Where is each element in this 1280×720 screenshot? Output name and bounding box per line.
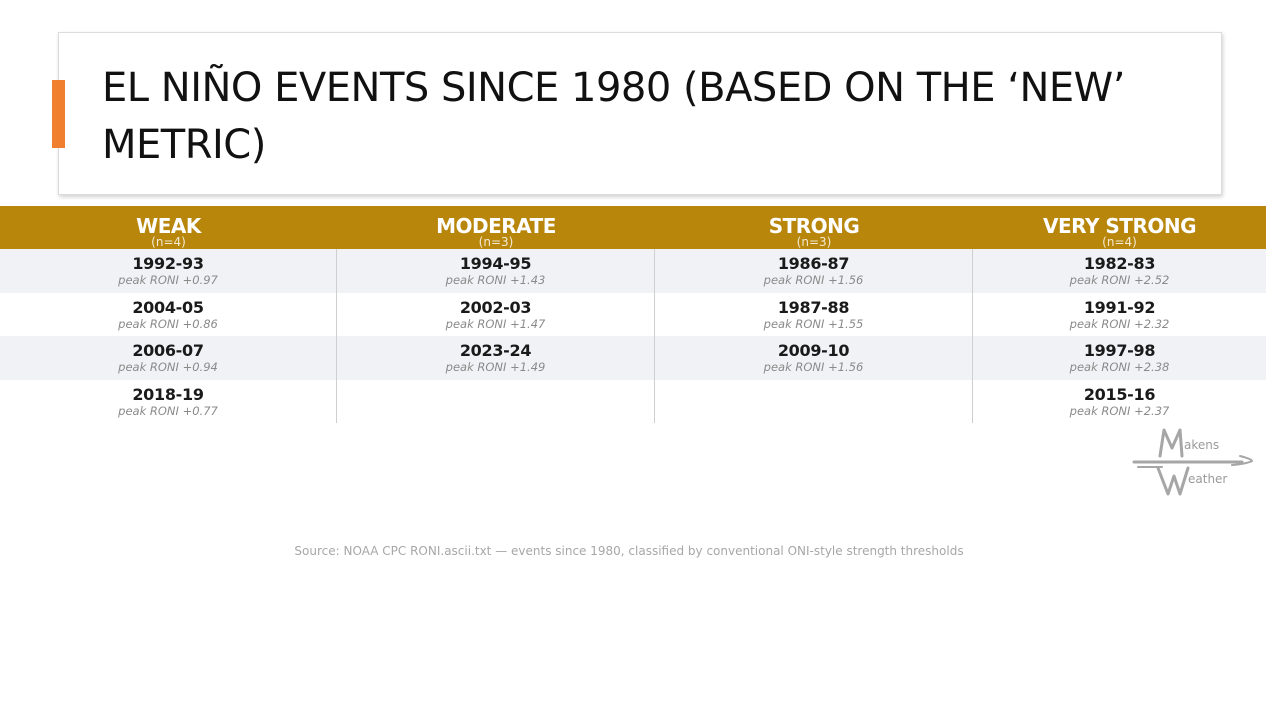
peak-value: peak RONI +1.56: [763, 273, 864, 287]
table-cell: 2004-05 peak RONI +0.86: [0, 292, 337, 336]
table-cell: 1987-88 peak RONI +1.55: [655, 292, 973, 336]
header-count: (n=4): [151, 235, 186, 249]
season-label: 1997-98: [1083, 341, 1156, 360]
season-label: 1992-93: [132, 254, 204, 273]
logo-text-top: akens: [1184, 438, 1220, 452]
season-label: 2015-16: [1083, 384, 1156, 404]
events-table: WEAK (n=4) MODERATE (n=3) STRONG (n=3) V…: [0, 206, 1266, 423]
peak-value: peak RONI +2.52: [1069, 273, 1170, 287]
peak-value: peak RONI +1.56: [763, 360, 864, 374]
peak-value: peak RONI +1.43: [445, 273, 546, 287]
season-label: 2009-10: [777, 341, 850, 360]
peak-value: peak RONI +0.77: [118, 403, 218, 418]
season-label: 1994-95: [459, 254, 532, 273]
peak-value: peak RONI +2.32: [1069, 316, 1170, 331]
season-label: 2023-24: [459, 341, 532, 360]
table-cell: 2002-03 peak RONI +1.47: [337, 292, 655, 336]
table-cell: 1991-92 peak RONI +2.32: [973, 293, 1266, 337]
season-label: 2006-07: [132, 341, 204, 360]
season-label: 1987-88: [777, 297, 850, 317]
peak-value: peak RONI +1.47: [445, 316, 546, 331]
season-label: 1986-87: [777, 254, 850, 273]
table-cell: 2009-10 peak RONI +1.56: [655, 336, 973, 380]
peak-value: peak RONI +1.49: [445, 360, 546, 374]
season-label: [337, 380, 654, 386]
header-label: STRONG: [768, 214, 860, 238]
table-cell: 2015-16 peak RONI +2.37: [973, 380, 1266, 424]
table-cell: 2023-24 peak RONI +1.49: [337, 336, 655, 380]
season-label: 2002-03: [459, 297, 532, 317]
peak-value: peak RONI +2.37: [1069, 403, 1170, 418]
header-count: (n=4): [1102, 235, 1137, 249]
header-label: VERY STRONG: [1043, 214, 1197, 238]
header-count: (n=3): [478, 235, 514, 249]
title-accent-bar: [52, 80, 65, 148]
table-cell: 1986-87 peak RONI +1.56: [655, 249, 973, 293]
peak-value: peak RONI +2.38: [1069, 360, 1170, 374]
page-title: EL NIÑO EVENTS SINCE 1980 (BASED ON THE …: [102, 65, 1125, 168]
table-cell-empty: [655, 379, 973, 423]
peak-value: peak RONI +1.55: [763, 316, 864, 331]
peak-value: peak RONI +0.86: [118, 316, 218, 331]
peak-value: peak RONI +0.97: [118, 273, 218, 287]
table-row: 2018-19 peak RONI +0.77 2015-16 peak RON…: [0, 379, 1266, 424]
table-cell: 1982-83 peak RONI +2.52: [973, 249, 1266, 293]
source-note: Source: NOAA CPC RONI.ascii.txt — events…: [294, 544, 964, 558]
table-row: 2004-05 peak RONI +0.86 2002-03 peak RON…: [0, 292, 1266, 337]
table-cell: 1992-93 peak RONI +0.97: [0, 249, 337, 293]
header-strong: STRONG (n=3): [655, 206, 973, 249]
season-label: 2004-05: [132, 297, 204, 317]
title-card: [58, 32, 1222, 195]
header-label: WEAK: [136, 214, 201, 238]
peak-value: peak RONI +0.94: [118, 360, 218, 374]
logo-mark-icon: [1132, 428, 1254, 496]
header-weak: WEAK (n=4): [0, 206, 337, 249]
table-header: WEAK (n=4) MODERATE (n=3) STRONG (n=3) V…: [0, 206, 1266, 249]
table-cell-empty: [337, 379, 655, 423]
header-moderate: MODERATE (n=3): [337, 206, 655, 249]
makens-weather-logo: akens eather: [1132, 426, 1256, 498]
season-label: 2018-19: [132, 384, 204, 404]
table-cell: 2006-07 peak RONI +0.94: [0, 336, 337, 380]
header-label: MODERATE: [436, 214, 556, 238]
table-cell: 1997-98 peak RONI +2.38: [973, 336, 1266, 380]
season-label: 1991-92: [1083, 297, 1156, 317]
table-cell: 1994-95 peak RONI +1.43: [337, 249, 655, 293]
season-label: [655, 380, 972, 386]
header-count: (n=3): [796, 235, 832, 249]
table-cell: 2018-19 peak RONI +0.77: [0, 379, 337, 423]
logo-text-bottom: eather: [1188, 472, 1228, 486]
season-label: 1982-83: [1083, 254, 1156, 273]
table-row: 1992-93 peak RONI +0.97 1994-95 peak RON…: [0, 249, 1266, 293]
header-very-strong: VERY STRONG (n=4): [973, 206, 1266, 249]
table-row: 2006-07 peak RONI +0.94 2023-24 peak RON…: [0, 336, 1266, 380]
